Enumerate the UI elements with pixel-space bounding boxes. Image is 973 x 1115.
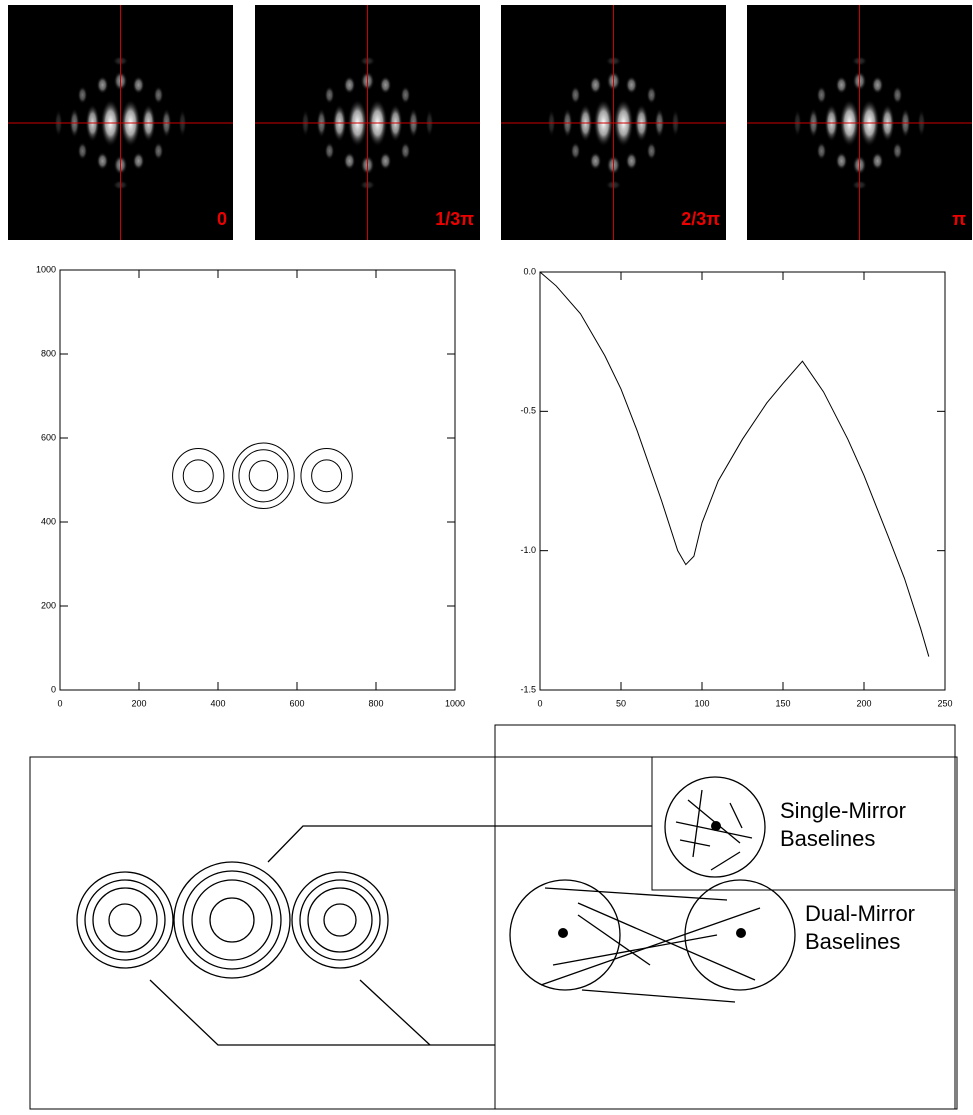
plot: 0 50 100 150 200 250 0.0 -0.5 -1.0 -1.5 [520, 266, 952, 708]
baselines [541, 888, 760, 1002]
psf-panel: 1/3π [255, 5, 480, 240]
y-tick-label: 0.0 [523, 266, 536, 276]
y-tick-label: -1.5 [520, 684, 536, 694]
psf-lobe [836, 152, 848, 170]
psf-lobe [893, 86, 903, 104]
x-tick-label: 1000 [445, 698, 465, 708]
center-dot [736, 928, 746, 938]
psf-lobe [872, 152, 884, 170]
x-tick-label: 250 [937, 698, 952, 708]
x-tick-label: 150 [775, 698, 790, 708]
x-tick-label: 0 [57, 698, 62, 708]
leader-line [268, 826, 652, 862]
y-tick-label: 800 [41, 348, 56, 358]
psf-lobe [344, 152, 356, 170]
contour [233, 443, 295, 509]
x-tick-label: 50 [616, 698, 626, 708]
phase-label: 1/3π [435, 209, 474, 229]
psf-panel: 0 [8, 5, 233, 240]
psf-lobe [590, 152, 602, 170]
psf-lobe [817, 86, 827, 104]
y-tick-label: 600 [41, 432, 56, 442]
x-tick-label: 200 [131, 698, 146, 708]
psf-lobe [647, 86, 657, 104]
psf-images: 0 1/3π 2/3π π [8, 5, 972, 240]
contour [249, 461, 277, 491]
psf-lobe [571, 86, 581, 104]
x-tick-label: 800 [368, 698, 383, 708]
y-tick-label: 400 [41, 516, 56, 526]
x-tick-label: 100 [694, 698, 709, 708]
psf-lobe [401, 86, 411, 104]
contour [173, 449, 224, 504]
inset-label: Dual-Mirror [805, 901, 915, 926]
inset-label: Baselines [780, 826, 875, 851]
x-tick-label: 600 [289, 698, 304, 708]
y-tick-label: -0.5 [520, 406, 536, 416]
psf-lobe [872, 76, 884, 94]
plot-frame [540, 272, 945, 690]
plot-frame [60, 270, 455, 690]
psf-lobe [133, 152, 145, 170]
psf-lobe [836, 76, 848, 94]
psf-lobe [401, 142, 411, 160]
inset-label: Baselines [805, 929, 900, 954]
psf-lobe [647, 142, 657, 160]
psf-lobe [325, 142, 335, 160]
center-dot [558, 928, 568, 938]
pupil-contours [77, 862, 388, 978]
psf-panel: 2/3π [501, 5, 726, 240]
leader-line [150, 980, 495, 1045]
leader-line [360, 980, 430, 1045]
plot: 0 200 400 600 800 1000 0 200 400 600 800 1000 [36, 264, 465, 708]
y-tick-label: 0 [51, 684, 56, 694]
psf-lobe [817, 142, 827, 160]
contour [301, 449, 352, 504]
plots: 0 200 400 600 800 1000 0 200 400 600 800 1000 0 50 100… [36, 264, 953, 708]
x-tick-label: 0 [537, 698, 542, 708]
contour [239, 450, 288, 502]
psf-lobe [97, 152, 109, 170]
psf-lobe [626, 76, 638, 94]
baseline-diagram: Single-Mirror Baselines Dual-Mirror Base… [30, 725, 957, 1109]
psf-lobe [590, 76, 602, 94]
psf-lobe [133, 76, 145, 94]
contour [312, 460, 342, 492]
figure: 01/3π2/3ππ 02004006008001000020040060080… [0, 0, 973, 1110]
psf-lobe [325, 86, 335, 104]
x-tick-label: 200 [856, 698, 871, 708]
psf-lobe [97, 76, 109, 94]
psf-lobe [78, 142, 88, 160]
psf-lobe [154, 86, 164, 104]
psf-panel: π [747, 5, 972, 240]
psf-lobe [893, 142, 903, 160]
center-dot [711, 821, 721, 831]
y-tick-label: 200 [41, 600, 56, 610]
psf-lobe [344, 76, 356, 94]
x-tick-label: 400 [210, 698, 225, 708]
phase-label: π [952, 209, 966, 229]
contour [183, 460, 213, 492]
psf-lobe [78, 86, 88, 104]
psf-lobe [154, 142, 164, 160]
psf-lobe [380, 76, 392, 94]
phase-label: 2/3π [681, 209, 720, 229]
phase-label: 0 [217, 209, 227, 229]
psf-lobe [626, 152, 638, 170]
psf-lobe [380, 152, 392, 170]
inset-label: Single-Mirror [780, 798, 906, 823]
psf-lobe [571, 142, 581, 160]
curve [540, 272, 929, 657]
y-tick-label: 1000 [36, 264, 56, 274]
y-tick-label: -1.0 [520, 545, 536, 555]
